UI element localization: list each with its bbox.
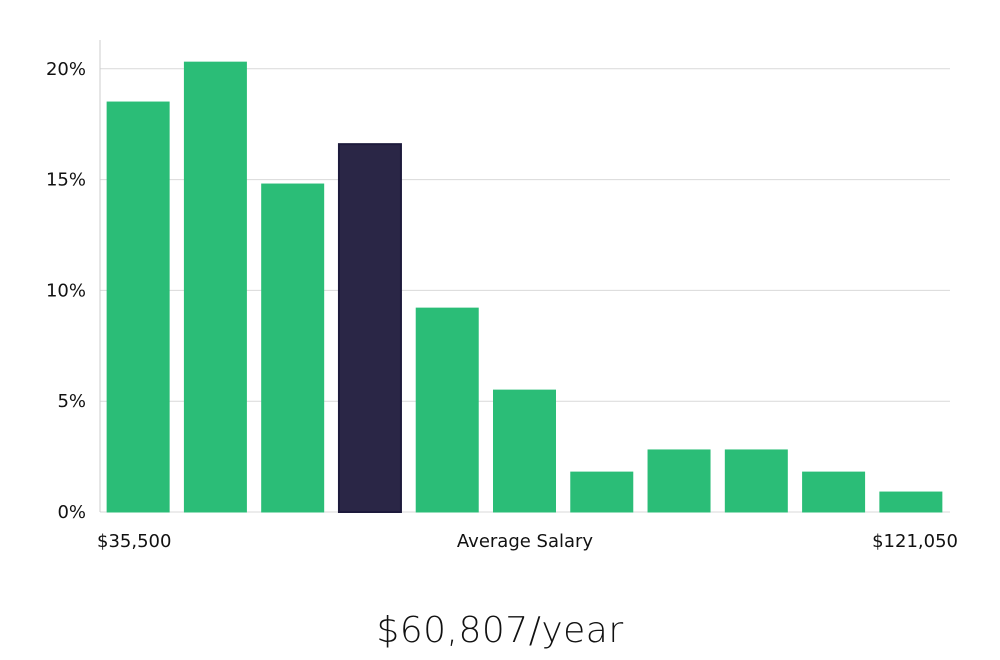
salary-bar: [106, 101, 170, 513]
salary-bar: [415, 307, 479, 513]
x-axis-max-label: $121,050: [872, 531, 958, 552]
salary-bar: [183, 61, 247, 513]
salary-bar: [570, 471, 634, 513]
salary-bar: [647, 449, 711, 513]
y-axis-ticks: 0% 5% 10% 15% 20%: [46, 59, 86, 523]
x-axis-min-label: $35,500: [97, 531, 171, 552]
x-axis-title: Average Salary: [457, 531, 594, 552]
y-tick-label: 20%: [46, 59, 86, 80]
salary-bar: [879, 491, 943, 513]
salary-bar: [261, 183, 325, 513]
y-tick-label: 0%: [57, 502, 86, 523]
salary-bar: [493, 389, 556, 513]
y-tick-label: 10%: [46, 280, 86, 301]
salary-bar-highlighted: [337, 143, 402, 513]
bars-layer: [106, 61, 943, 513]
salary-bar: [802, 471, 866, 513]
salary-distribution-chart: 0% 5% 10% 15% 20% $35,500 Average Salary $12…: [46, 40, 958, 552]
y-tick-label: 5%: [57, 391, 86, 412]
y-tick-label: 15%: [46, 170, 86, 191]
average-salary-value: $60,807/year: [376, 610, 624, 651]
salary-bar: [724, 449, 788, 513]
